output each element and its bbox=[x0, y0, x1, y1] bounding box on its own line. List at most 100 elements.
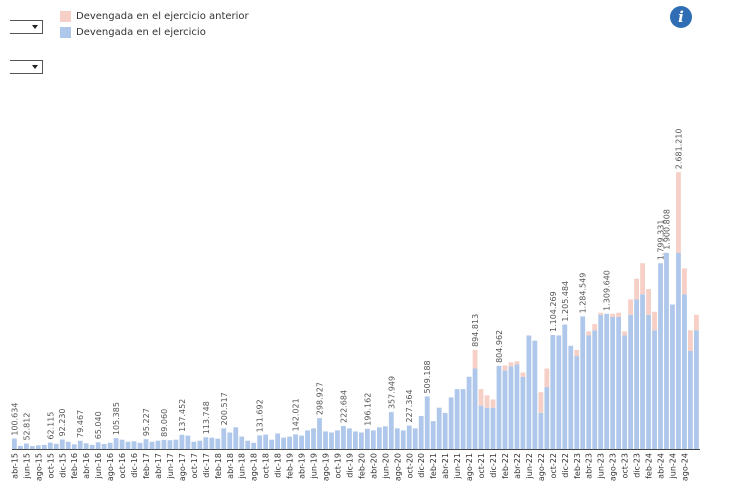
bar-curr-83[interactable] bbox=[508, 366, 514, 449]
bar-curr-60[interactable] bbox=[370, 430, 376, 449]
bar-curr-45[interactable] bbox=[281, 437, 287, 449]
bar-curr-97[interactable] bbox=[592, 330, 598, 449]
bar-prev-104[interactable] bbox=[634, 278, 639, 300]
bar-curr-108[interactable] bbox=[658, 263, 663, 449]
bar-curr-87[interactable] bbox=[532, 340, 538, 450]
bar-curr-68[interactable] bbox=[418, 415, 424, 449]
bar-curr-10[interactable] bbox=[71, 444, 77, 449]
bar-curr-12[interactable] bbox=[83, 443, 89, 449]
bar-curr-9[interactable] bbox=[65, 441, 71, 449]
bar-curr-37[interactable] bbox=[233, 427, 239, 449]
bar-curr-106[interactable] bbox=[646, 314, 651, 449]
bar-curr-3[interactable] bbox=[29, 446, 35, 449]
bar-curr-50[interactable] bbox=[311, 428, 316, 449]
bar-curr-88[interactable] bbox=[538, 412, 544, 450]
bar-prev-103[interactable] bbox=[628, 299, 633, 315]
bar-curr-113[interactable] bbox=[688, 350, 693, 449]
bar-curr-59[interactable] bbox=[364, 428, 370, 449]
bar-curr-70[interactable] bbox=[430, 421, 436, 449]
bar-curr-64[interactable] bbox=[394, 428, 400, 449]
bar-curr-25[interactable] bbox=[161, 439, 167, 449]
bar-curr-109[interactable] bbox=[664, 252, 669, 449]
filter-dropdown-1[interactable] bbox=[10, 20, 43, 34]
bar-prev-102[interactable] bbox=[622, 331, 628, 336]
bar-curr-75[interactable] bbox=[460, 389, 466, 449]
bar-curr-23[interactable] bbox=[149, 441, 155, 449]
bar-curr-52[interactable] bbox=[323, 431, 328, 449]
bar-prev-85[interactable] bbox=[520, 372, 526, 377]
bar-curr-98[interactable] bbox=[598, 314, 604, 449]
bar-curr-30[interactable] bbox=[191, 441, 197, 449]
bar-curr-56[interactable] bbox=[347, 428, 352, 449]
bar-curr-81[interactable] bbox=[496, 365, 502, 449]
bar-curr-4[interactable] bbox=[35, 445, 41, 449]
bar-curr-11[interactable] bbox=[77, 440, 83, 449]
bar-curr-66[interactable] bbox=[406, 425, 412, 449]
bar-curr-47[interactable] bbox=[293, 434, 298, 449]
bar-curr-114[interactable] bbox=[694, 330, 699, 449]
bar-prev-79[interactable] bbox=[484, 395, 490, 408]
bar-curr-72[interactable] bbox=[442, 412, 448, 450]
bar-curr-107[interactable] bbox=[652, 330, 657, 449]
bar-curr-111[interactable] bbox=[676, 252, 681, 449]
bar-curr-29[interactable] bbox=[185, 435, 191, 449]
bar-curr-33[interactable] bbox=[209, 437, 215, 449]
bar-curr-105[interactable] bbox=[640, 294, 645, 449]
bar-curr-69[interactable] bbox=[424, 396, 430, 449]
bar-curr-26[interactable] bbox=[167, 440, 173, 449]
bar-prev-94[interactable] bbox=[574, 349, 580, 357]
bar-curr-2[interactable] bbox=[23, 443, 29, 449]
bar-curr-78[interactable] bbox=[478, 405, 484, 449]
bar-prev-112[interactable] bbox=[682, 268, 687, 295]
bar-prev-89[interactable] bbox=[544, 368, 550, 388]
bar-curr-21[interactable] bbox=[137, 442, 143, 449]
bar-curr-103[interactable] bbox=[628, 314, 633, 449]
bar-prev-98[interactable] bbox=[598, 312, 604, 315]
filter-dropdown-2[interactable] bbox=[10, 60, 43, 74]
bar-curr-89[interactable] bbox=[544, 387, 550, 449]
bar-curr-17[interactable] bbox=[113, 438, 119, 449]
bar-prev-88[interactable] bbox=[538, 392, 544, 413]
legend-item-curr[interactable]: Devengada en el ejercicio bbox=[60, 24, 249, 40]
bar-curr-19[interactable] bbox=[125, 441, 131, 449]
bar-prev-101[interactable] bbox=[616, 312, 622, 317]
bar-curr-15[interactable] bbox=[101, 444, 107, 449]
legend-item-prev[interactable]: Devengada en el ejercicio anterior bbox=[60, 8, 249, 24]
bar-curr-6[interactable] bbox=[47, 442, 53, 449]
bar-curr-44[interactable] bbox=[275, 433, 281, 449]
bar-curr-34[interactable] bbox=[215, 438, 221, 449]
bar-curr-27[interactable] bbox=[173, 439, 179, 449]
bar-curr-13[interactable] bbox=[89, 444, 95, 449]
bar-prev-80[interactable] bbox=[490, 399, 496, 408]
bar-curr-94[interactable] bbox=[574, 356, 580, 449]
bar-curr-74[interactable] bbox=[454, 389, 460, 449]
bar-curr-36[interactable] bbox=[227, 432, 233, 449]
bar-prev-105[interactable] bbox=[640, 263, 645, 295]
bar-curr-102[interactable] bbox=[622, 335, 628, 449]
bar-prev-77[interactable] bbox=[472, 349, 478, 369]
bar-curr-8[interactable] bbox=[59, 439, 65, 449]
bar-curr-41[interactable] bbox=[257, 435, 263, 449]
bar-curr-49[interactable] bbox=[305, 430, 310, 449]
bar-curr-54[interactable] bbox=[335, 430, 340, 449]
bar-curr-40[interactable] bbox=[251, 442, 257, 449]
bar-curr-86[interactable] bbox=[526, 335, 532, 449]
bar-curr-32[interactable] bbox=[203, 437, 209, 449]
bar-prev-96[interactable] bbox=[586, 331, 592, 336]
bar-curr-53[interactable] bbox=[329, 432, 334, 449]
bar-curr-38[interactable] bbox=[239, 436, 245, 449]
bar-curr-99[interactable] bbox=[604, 313, 610, 449]
bar-curr-95[interactable] bbox=[580, 316, 586, 449]
bar-curr-92[interactable] bbox=[562, 324, 568, 449]
bar-curr-84[interactable] bbox=[514, 364, 520, 449]
bar-curr-1[interactable] bbox=[17, 445, 23, 449]
bar-curr-55[interactable] bbox=[341, 426, 346, 449]
bar-prev-111[interactable] bbox=[676, 172, 681, 253]
bar-curr-16[interactable] bbox=[107, 442, 113, 449]
bar-curr-28[interactable] bbox=[179, 434, 185, 449]
bar-prev-83[interactable] bbox=[508, 362, 514, 367]
bar-curr-20[interactable] bbox=[131, 441, 137, 449]
bar-curr-31[interactable] bbox=[197, 440, 203, 449]
bar-curr-82[interactable] bbox=[502, 370, 508, 449]
bar-curr-14[interactable] bbox=[95, 442, 101, 449]
